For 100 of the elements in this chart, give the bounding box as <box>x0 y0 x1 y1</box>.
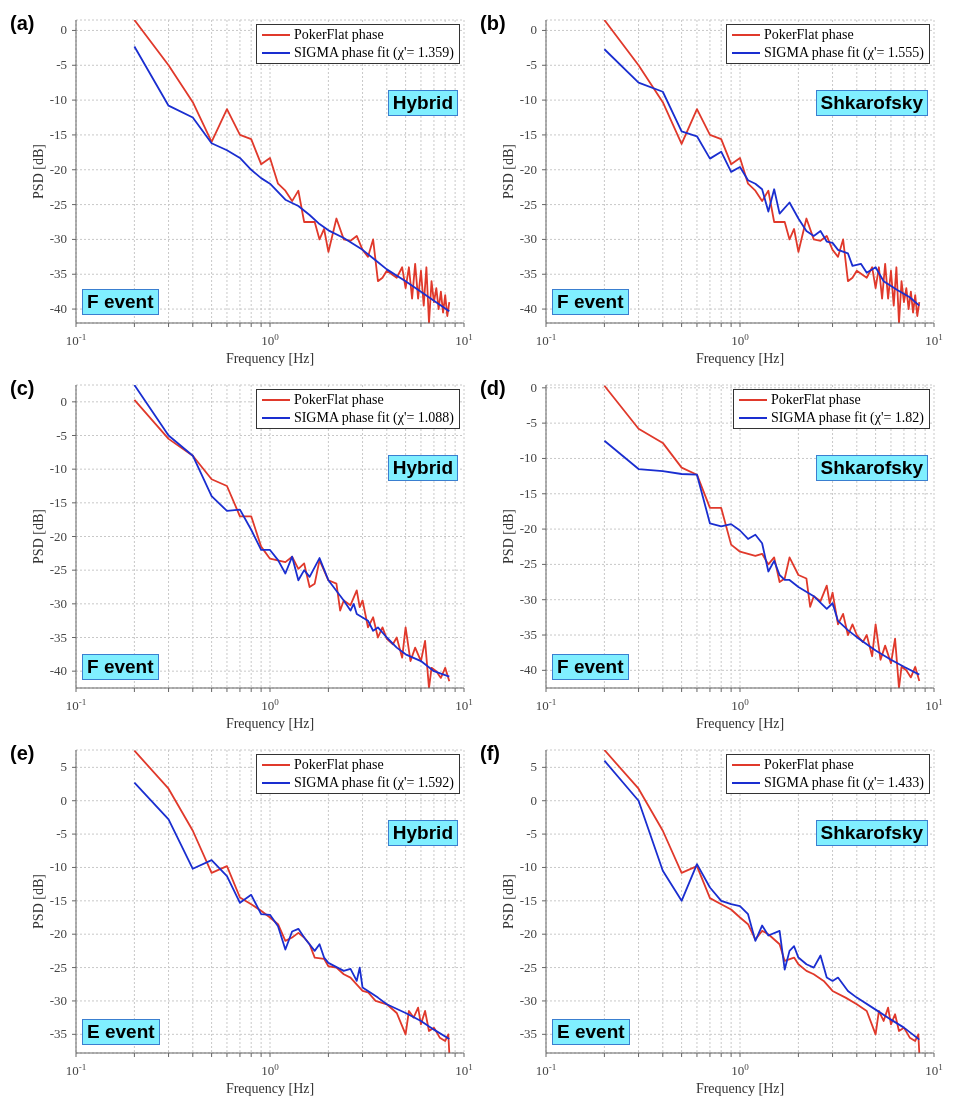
y-tick-label: -35 <box>49 1026 67 1042</box>
x-tick-label: 10$^{1}$ <box>455 332 473 348</box>
x-tick-label: 10$^{0}$ <box>731 697 750 713</box>
annotation: Hybrid <box>387 820 458 846</box>
y-tick-label: -5 <box>56 57 67 73</box>
x-tick-label: 10$^{1}$ <box>455 697 473 713</box>
legend-label: PokerFlat phase <box>293 26 384 44</box>
annotation: Hybrid <box>387 455 458 481</box>
y-axis-title: PSD [dB] <box>30 874 46 929</box>
y-tick-label: -20 <box>49 161 67 177</box>
annotation: F event <box>82 289 159 315</box>
y-tick-label: 0 <box>60 393 67 409</box>
y-tick-label: -40 <box>519 301 537 317</box>
legend-label: SIGMA phase fit (χ'= 1.82) <box>770 409 924 427</box>
y-tick-label: -30 <box>519 231 537 247</box>
x-axis-title: Frequency [Hz] <box>225 716 315 731</box>
y-tick-label: 0 <box>530 22 537 38</box>
y-tick-label: -15 <box>49 126 67 142</box>
y-tick-label: -20 <box>49 528 67 544</box>
annotation: F event <box>82 654 159 680</box>
y-tick-label: -30 <box>519 992 537 1008</box>
x-tick-label: 10$^{1}$ <box>925 332 943 348</box>
x-axis-title: Frequency [Hz] <box>695 351 785 366</box>
legend-label: PokerFlat phase <box>293 756 384 774</box>
x-axis-title: Frequency [Hz] <box>225 1081 315 1096</box>
annotation: E event <box>82 1019 160 1045</box>
y-tick-label: -10 <box>49 461 67 477</box>
x-tick-label: 10$^{-1}$ <box>535 332 557 348</box>
y-axis-title: PSD [dB] <box>500 509 516 564</box>
x-tick-label: 10$^{0}$ <box>261 1062 280 1078</box>
y-tick-label: -20 <box>519 926 537 942</box>
y-tick-label: -35 <box>519 266 537 282</box>
y-tick-label: -5 <box>526 415 537 431</box>
x-axis-title: Frequency [Hz] <box>695 716 785 731</box>
y-tick-label: -15 <box>519 485 537 501</box>
y-tick-label: -35 <box>519 1026 537 1042</box>
y-tick-label: 0 <box>60 22 67 38</box>
x-tick-label: 10$^{-1}$ <box>65 697 87 713</box>
chart-title: (e) <box>10 742 35 765</box>
y-tick-label: -40 <box>49 301 67 317</box>
legend-label: SIGMA phase fit (χ'= 1.088) <box>293 409 454 427</box>
y-tick-label: -5 <box>56 826 67 842</box>
y-tick-label: -25 <box>519 196 537 212</box>
y-axis-title: PSD [dB] <box>30 509 46 564</box>
legend-label: SIGMA phase fit (χ'= 1.433) <box>763 774 924 792</box>
legend-label: SIGMA phase fit (χ'= 1.555) <box>763 44 924 62</box>
y-tick-label: -40 <box>49 663 67 679</box>
x-axis-title: Frequency [Hz] <box>695 1081 785 1096</box>
y-tick-label: -10 <box>49 859 67 875</box>
y-tick-label: -5 <box>526 57 537 73</box>
x-tick-label: 10$^{-1}$ <box>535 697 557 713</box>
annotation: Shkarofsky <box>815 90 928 116</box>
chart-title: (d) <box>480 377 506 400</box>
y-tick-label: 0 <box>530 379 537 395</box>
annotation: F event <box>552 289 629 315</box>
annotation: Shkarofsky <box>815 455 928 481</box>
y-tick-label: -20 <box>519 521 537 537</box>
y-tick-label: -25 <box>49 196 67 212</box>
y-tick-label: -35 <box>49 266 67 282</box>
legend-label: PokerFlat phase <box>293 391 384 409</box>
x-tick-label: 10$^{1}$ <box>925 697 943 713</box>
y-tick-label: 5 <box>60 759 67 775</box>
legend-label: PokerFlat phase <box>763 26 854 44</box>
x-tick-label: 10$^{1}$ <box>925 1062 943 1078</box>
y-tick-label: -15 <box>49 494 67 510</box>
x-tick-label: 10$^{-1}$ <box>535 1062 557 1078</box>
x-tick-label: 10$^{0}$ <box>261 332 280 348</box>
y-tick-label: -15 <box>519 892 537 908</box>
y-axis-title: PSD [dB] <box>500 144 516 199</box>
annotation: Hybrid <box>387 90 458 116</box>
y-tick-label: -5 <box>526 826 537 842</box>
x-tick-label: 10$^{-1}$ <box>65 332 87 348</box>
x-tick-label: 10$^{0}$ <box>731 1062 750 1078</box>
y-tick-label: -35 <box>49 629 67 645</box>
y-tick-label: -15 <box>519 126 537 142</box>
y-tick-label: -35 <box>519 627 537 643</box>
annotation: E event <box>552 1019 630 1045</box>
y-tick-label: -25 <box>49 562 67 578</box>
y-tick-label: -30 <box>49 595 67 611</box>
y-axis-title: PSD [dB] <box>500 874 516 929</box>
y-tick-label: -25 <box>519 959 537 975</box>
chart-title: (b) <box>480 12 506 35</box>
chart-title: (c) <box>10 377 35 400</box>
y-tick-label: 0 <box>60 792 67 808</box>
y-tick-label: -10 <box>519 92 537 108</box>
y-tick-label: -25 <box>519 556 537 572</box>
y-tick-label: -20 <box>49 926 67 942</box>
y-tick-label: -30 <box>519 591 537 607</box>
x-tick-label: 10$^{1}$ <box>455 1062 473 1078</box>
y-tick-label: -20 <box>519 161 537 177</box>
y-tick-label: -5 <box>56 427 67 443</box>
x-axis-title: Frequency [Hz] <box>225 351 315 366</box>
y-axis-title: PSD [dB] <box>30 144 46 199</box>
annotation: F event <box>552 654 629 680</box>
y-tick-label: -10 <box>49 92 67 108</box>
chart-title: (f) <box>480 742 500 765</box>
x-tick-label: 10$^{-1}$ <box>65 1062 87 1078</box>
y-tick-label: -40 <box>519 662 537 678</box>
y-tick-label: -30 <box>49 231 67 247</box>
y-tick-label: -25 <box>49 959 67 975</box>
